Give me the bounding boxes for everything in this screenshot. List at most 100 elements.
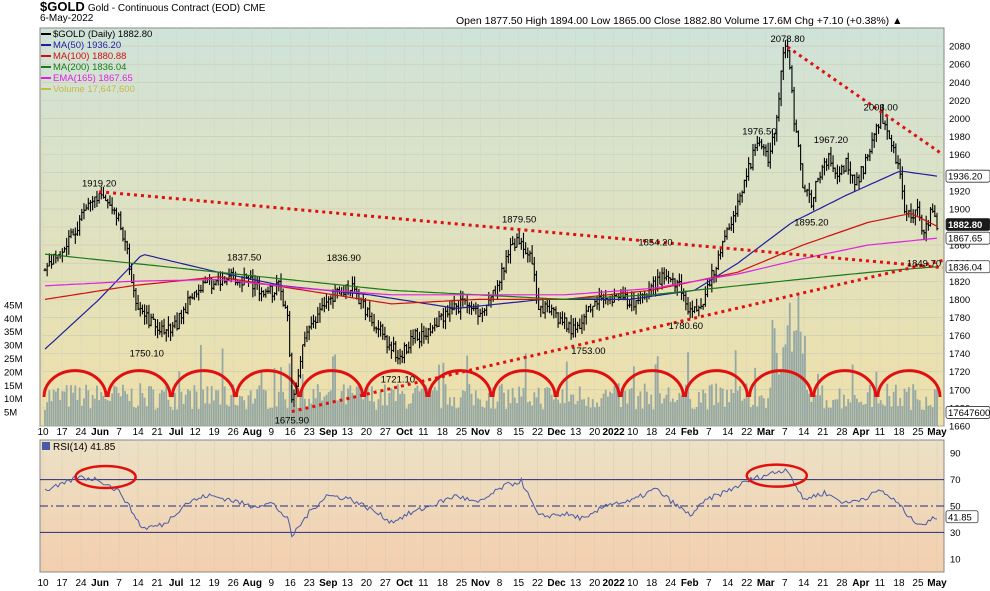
volume-bar — [808, 393, 811, 426]
volume-bar — [516, 403, 518, 426]
volume-bar — [875, 371, 878, 426]
trendline — [98, 190, 944, 270]
volume-bar — [507, 389, 510, 426]
legend-label: MA(200) 1836.04 — [53, 62, 127, 73]
volume-bar — [639, 391, 642, 426]
volume-bar — [310, 403, 313, 426]
volume-bar — [371, 386, 373, 426]
price-annotation: 1837.50 — [227, 252, 261, 263]
volume-bar — [241, 396, 243, 426]
volume-bar — [197, 408, 200, 426]
volume-bar — [604, 389, 607, 426]
volume-bar — [388, 393, 391, 426]
volume-bar — [624, 390, 627, 426]
volume-bar — [617, 383, 620, 426]
axis-value-badge — [945, 218, 990, 231]
volume-bar — [925, 396, 928, 426]
volume-bar — [834, 399, 837, 426]
volume-bar — [420, 388, 423, 426]
volume-bar — [918, 400, 921, 426]
volume-bar — [704, 393, 707, 426]
volume-bar — [715, 383, 718, 426]
volume-bar — [340, 390, 343, 426]
date-tick-label: 10 — [37, 427, 49, 438]
volume-bar — [552, 399, 555, 426]
date-tick-label: 14 — [722, 427, 734, 438]
volume-bar — [548, 388, 551, 426]
date-tick-label: 27 — [380, 427, 392, 438]
volume-bar — [470, 393, 473, 426]
volume-bar — [176, 409, 178, 426]
ma-line-ma200 — [44, 253, 938, 301]
date-tick-label: Sep — [319, 427, 337, 438]
volume-bar — [613, 386, 616, 426]
volume-bar — [362, 399, 365, 426]
volume-bar — [63, 391, 66, 426]
legend-label: $GOLD (Daily) 1882.80 — [53, 29, 153, 40]
volume-bar — [323, 396, 326, 426]
volume-bar — [736, 390, 739, 426]
legend-swatch — [41, 88, 51, 91]
rsi-date-tick-label: 17 — [56, 578, 68, 589]
volume-bar — [455, 408, 458, 426]
volume-bar — [823, 408, 826, 426]
volume-tick-label: 5M — [4, 408, 17, 419]
volume-bar — [446, 404, 449, 426]
legend-item: Volume 17,647,600 — [41, 84, 152, 95]
volume-bar — [743, 398, 746, 426]
volume-bar — [195, 391, 198, 426]
volume-bar — [594, 407, 596, 426]
volume-bar — [693, 409, 696, 426]
volume-bar — [163, 391, 165, 426]
volume-bar — [689, 399, 692, 426]
volume-bar — [334, 354, 337, 426]
volume-bar — [212, 400, 215, 426]
volume-bar — [199, 344, 202, 426]
date-tick-label: 21 — [817, 427, 829, 438]
volume-bar — [442, 362, 445, 426]
volume-bar — [600, 398, 603, 426]
volume-bar — [931, 407, 934, 426]
date-tick-label: 16 — [285, 427, 297, 438]
date-tick-label: Aug — [243, 427, 262, 438]
cycle-arc — [106, 369, 172, 398]
volume-bar — [730, 389, 733, 426]
rsi-date-tick-label: 21 — [152, 578, 164, 589]
rsi-date-tick-label: 23 — [304, 578, 316, 589]
volume-bar — [821, 385, 824, 426]
price-annotation: 1721.10 — [381, 375, 415, 386]
exchange-label: CME — [243, 3, 266, 14]
price-tick-label: 1960 — [949, 150, 970, 161]
volume-bar — [871, 407, 873, 426]
volume-bar — [539, 403, 542, 426]
volume-bar — [191, 409, 194, 426]
volume-bar — [487, 392, 490, 426]
volume-bar — [431, 390, 434, 426]
volume-bar — [494, 408, 497, 426]
volume-bar — [54, 391, 57, 426]
rsi-date-tick-label: 12 — [190, 578, 202, 589]
volume-bar — [682, 393, 685, 426]
volume-bar — [464, 391, 466, 426]
axis-value-badge-text: 1936.20 — [948, 172, 982, 183]
volume-bar — [267, 408, 269, 426]
volume-bar — [812, 394, 815, 426]
volume-bar — [555, 389, 557, 426]
volume-bar — [297, 407, 300, 426]
volume-bar — [868, 384, 871, 426]
axis-value-badge — [945, 260, 990, 274]
volume-bar — [65, 385, 68, 426]
legend-swatch — [41, 77, 51, 80]
date-tick-label: 13 — [342, 427, 354, 438]
volume-bar — [602, 393, 605, 426]
volume-bar — [598, 406, 601, 426]
volume-tick-label: 15M — [4, 381, 23, 392]
volume-bar — [223, 386, 226, 426]
cycle-arc — [363, 369, 429, 398]
volume-bar — [433, 386, 436, 426]
volume-bar — [879, 400, 882, 426]
volume-bar — [158, 393, 161, 426]
rsi-date-tick-label: 7 — [116, 578, 122, 589]
volume-bar — [401, 391, 404, 426]
